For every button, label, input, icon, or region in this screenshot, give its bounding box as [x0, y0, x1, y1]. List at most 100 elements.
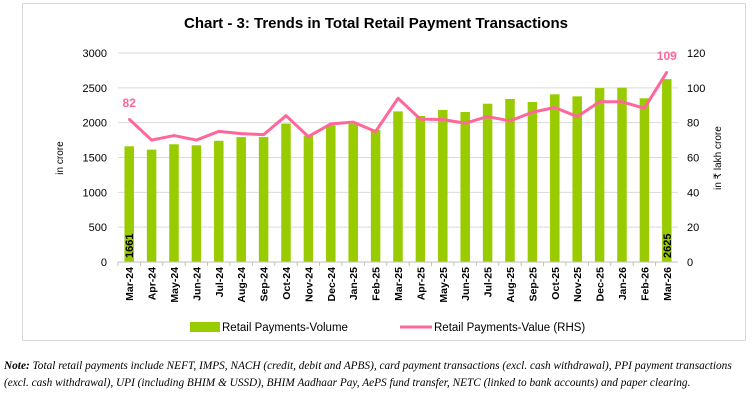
x-tick-label: Mar-24 [124, 267, 136, 301]
bar-volume [639, 98, 650, 263]
x-tick-label: Nov-25 [572, 267, 584, 302]
line-data-label: 82 [123, 96, 137, 110]
line-point [620, 100, 624, 103]
line-point [665, 70, 668, 74]
x-tick-label: May-24 [169, 267, 181, 303]
x-tick-label: Jul-25 [483, 267, 495, 298]
line-point [307, 135, 310, 138]
legend-label-value: Retail Payments-Value (RHS) [434, 322, 585, 334]
bar-volume [281, 123, 291, 262]
y2-tick-label: 100 [687, 83, 705, 95]
bar-volume [415, 115, 426, 262]
bar-volume [303, 135, 314, 262]
bar-volume [258, 137, 269, 262]
bar-data-label: 2625 [662, 234, 674, 258]
x-tick-label: Sep-25 [527, 267, 539, 302]
y-tick-label: 500 [89, 222, 107, 234]
line-point [128, 117, 131, 121]
bar-volume [214, 140, 224, 262]
line-point [396, 97, 400, 100]
y2-tick-label: 40 [687, 187, 699, 199]
x-tick-label: Nov-24 [303, 267, 315, 302]
x-tick-label: Jun-24 [191, 267, 203, 301]
y-tick-label: 1500 [83, 153, 107, 165]
line-point [464, 121, 467, 125]
chart: Chart - 3: Trends in Total Retail Paymen… [55, 15, 724, 334]
bar-volume [370, 130, 381, 262]
bar-volume [393, 111, 403, 262]
x-tick-label: Jan-26 [617, 267, 629, 300]
line-point [329, 122, 332, 126]
line-point [531, 111, 534, 114]
line-point [441, 118, 444, 121]
x-tick-label: Jul-24 [214, 267, 226, 298]
line-point [419, 117, 422, 121]
bar-data-label: 1661 [124, 234, 136, 258]
bar-volume [594, 88, 605, 263]
y2-tick-label: 80 [687, 118, 699, 130]
line-point [486, 115, 489, 118]
x-tick-label: Oct-24 [281, 267, 293, 300]
legend-swatch-volume [190, 322, 220, 332]
y2-tick-label: 120 [687, 48, 705, 60]
y2-tick-label: 20 [687, 222, 699, 234]
y-tick-label: 2000 [83, 118, 107, 130]
bar-volume [527, 101, 538, 262]
line-data-label: 109 [657, 49, 677, 63]
y2-tick-label: 0 [687, 257, 693, 269]
line-point [508, 119, 512, 123]
x-tick-label: Feb-25 [371, 267, 383, 301]
line-point [195, 138, 198, 142]
x-tick-label: Mar-25 [393, 267, 405, 301]
line-point [553, 106, 556, 109]
x-tick-label: Sep-24 [259, 267, 271, 302]
y2-tick-label: 60 [687, 153, 699, 165]
x-tick-label: Jun-25 [460, 267, 472, 301]
bar-volume [326, 125, 336, 263]
x-tick-label: May-25 [438, 267, 450, 303]
x-tick-label: Aug-24 [236, 267, 248, 303]
bar-volume [348, 123, 358, 262]
line-point [262, 133, 265, 136]
x-tick-label: Jan-25 [348, 267, 360, 300]
line-point [240, 132, 243, 135]
x-tick-label: Oct-25 [550, 267, 562, 300]
line-point [150, 138, 153, 142]
line-point [217, 130, 220, 133]
bar-volume [505, 98, 515, 262]
bar-volume [438, 109, 448, 262]
x-tick-label: Dec-25 [595, 267, 607, 302]
chart-frame [22, 3, 746, 341]
line-point [284, 114, 288, 117]
line-point [374, 130, 377, 133]
bar-volume [191, 145, 202, 262]
bar-volume [146, 149, 157, 262]
bar-volume [617, 87, 627, 262]
bar-volume [460, 112, 470, 263]
bar-volume [169, 144, 179, 262]
x-tick-label: Mar-26 [662, 267, 674, 301]
y-tick-label: 3000 [83, 48, 107, 60]
x-tick-label: Feb-26 [639, 267, 651, 301]
legend-label-volume: Retail Payments-Volume [222, 322, 348, 334]
bar-volume [550, 94, 560, 262]
line-point [598, 100, 601, 103]
y-tick-label: 1000 [83, 187, 107, 199]
line-point [643, 107, 646, 110]
bar-volume [236, 137, 246, 262]
bar-volume [124, 146, 134, 262]
line-point [352, 120, 355, 124]
line-point [172, 134, 176, 137]
x-tick-label: Aug-25 [505, 267, 517, 303]
y-tick-label: 0 [101, 257, 107, 269]
x-tick-label: Dec-24 [326, 267, 338, 302]
note-text: Total retail payments include NEFT, IMPS… [4, 360, 732, 389]
chart-note: Note: Total retail payments include NEFT… [4, 358, 748, 391]
bar-volume [572, 96, 582, 262]
chart-title: Chart - 3: Trends in Total Retail Paymen… [184, 15, 568, 32]
x-tick-label: Apr-24 [147, 267, 159, 300]
y-tick-label: 2500 [83, 83, 107, 95]
line-point [576, 115, 579, 118]
x-tick-label: Apr-25 [415, 267, 427, 300]
y2-axis-title: in ₹ lakh crore [713, 126, 724, 190]
